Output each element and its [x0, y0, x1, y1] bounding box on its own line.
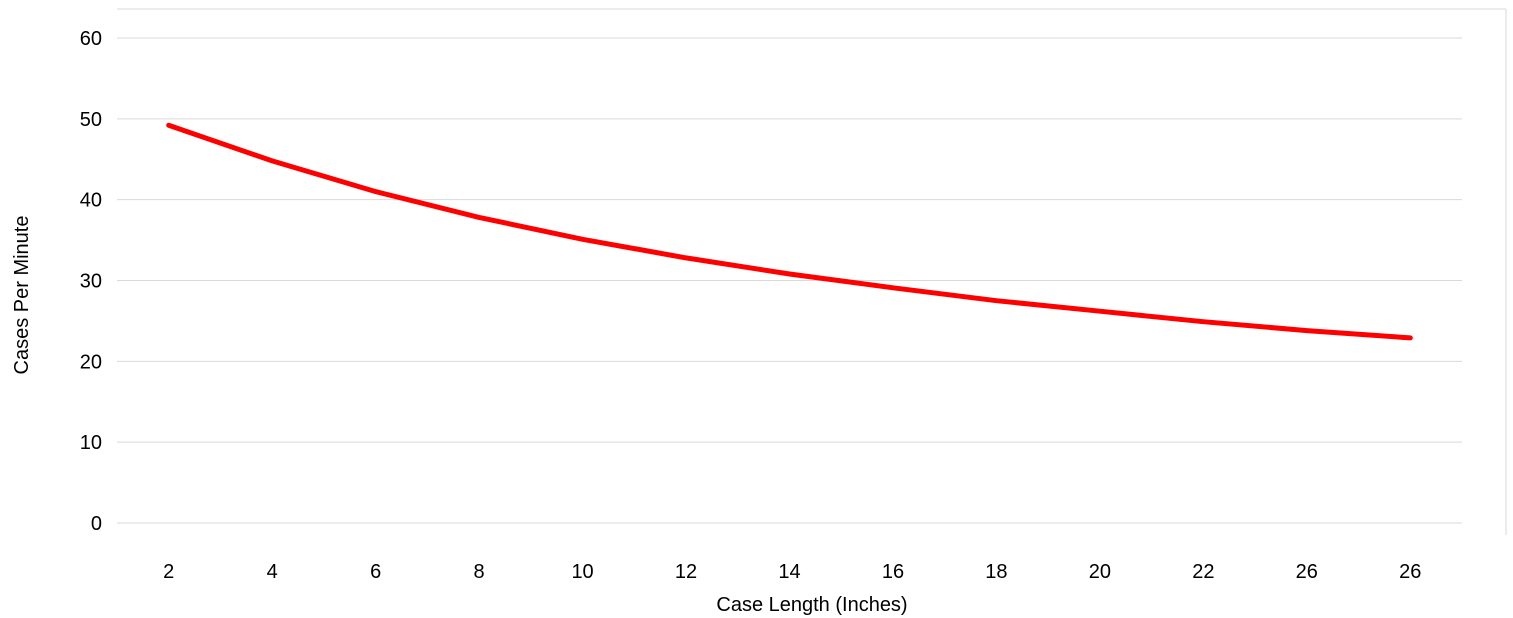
x-tick-label: 8: [474, 561, 485, 583]
x-tick-label: 20: [1089, 561, 1111, 583]
y-tick-label: 60: [80, 28, 102, 50]
x-tick-label: 22: [1192, 561, 1214, 583]
y-tick-label: 20: [80, 351, 102, 373]
y-tick-label: 10: [80, 432, 102, 454]
x-tick-label: 10: [571, 561, 593, 583]
y-axis-tick-labels: 0 10 20 30 40 50 60: [80, 28, 102, 535]
x-axis-tick-labels: 2 4 6 8 10 12 14 16 18 20 22 26 26: [163, 561, 1421, 583]
y-tick-label: 50: [80, 109, 102, 131]
x-tick-label: 12: [675, 561, 697, 583]
series-line-0: [166, 122, 1413, 341]
x-tick-label: 4: [267, 561, 278, 583]
x-tick-label: 2: [163, 561, 174, 583]
gridlines: [117, 37, 1462, 524]
x-tick-label: 18: [985, 561, 1007, 583]
x-axis-title: Case Length (Inches): [716, 594, 907, 616]
series-layer: [166, 122, 1413, 341]
x-tick-label: 14: [778, 561, 800, 583]
x-tick-label: 6: [370, 561, 381, 583]
y-tick-label: 30: [80, 271, 102, 293]
y-axis-title: Cases Per Minute: [11, 216, 33, 375]
x-tick-label: 16: [882, 561, 904, 583]
x-tick-label: 26: [1296, 561, 1318, 583]
x-tick-label: 26: [1399, 561, 1421, 583]
y-tick-label: 0: [91, 513, 102, 535]
y-tick-label: 40: [80, 190, 102, 212]
